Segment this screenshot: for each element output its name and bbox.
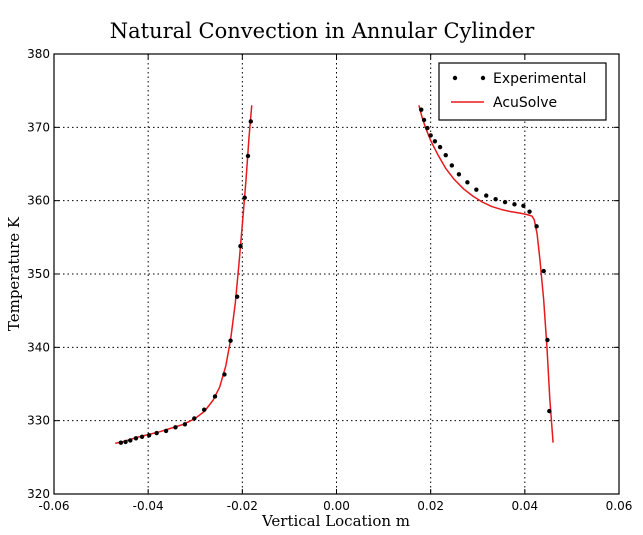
data-point-experimental [534,224,539,229]
data-point-experimental [222,372,227,377]
data-point-experimental [484,193,489,198]
x-tick-label: 0.02 [417,499,444,513]
data-point-experimental [527,209,532,214]
data-point-experimental [212,394,218,399]
y-tick-label: 340 [27,340,50,354]
y-tick-label: 320 [27,487,50,501]
data-point-experimental [202,407,207,412]
y-axis-label: Temperature K [5,216,23,331]
data-point-experimental [123,439,128,445]
legend-label-acusolve: AcuSolve [493,95,557,111]
data-point-experimental [173,425,178,430]
data-point-experimental [541,268,546,274]
data-point-experimental [428,133,433,138]
y-tick-label: 360 [27,194,50,208]
y-tick-label: 330 [27,414,50,428]
data-point-experimental [245,153,251,159]
data-point-experimental [182,422,188,427]
legend-entry-acusolve: AcuSolve [451,95,557,111]
legend-marker-experimental [452,75,458,81]
legend-box [438,62,607,121]
data-point-experimental [512,202,517,207]
data-point-experimental [228,338,233,343]
data-point-experimental [521,203,526,208]
data-point-experimental [242,195,247,200]
data-point-experimental [192,416,197,421]
y-tick-label: 380 [27,47,50,61]
y-tick-label: 350 [27,267,50,281]
legend: Experimental AcuSolve [438,62,607,121]
data-point-experimental [118,440,124,445]
series-line-acusolve [418,105,554,443]
data-point-experimental [493,197,498,202]
legend-entry-experimental: Experimental [452,71,586,87]
data-point-experimental [128,438,133,443]
data-point-experimental [154,430,159,436]
data-point-experimental [465,180,470,185]
data-point-experimental [248,119,254,124]
data-point-experimental [421,117,427,123]
y-tick-label: 370 [27,120,50,134]
data-point-experimental [234,294,240,299]
legend-marker-experimental [480,75,486,81]
data-point-experimental [545,337,550,343]
x-tick-label: -0.02 [227,499,258,513]
x-tick-label: 0.06 [606,499,633,513]
data-point-experimental [419,107,424,112]
x-tick-label: 0.00 [323,499,350,513]
data-point-experimental [474,187,479,192]
data-point-experimental [449,163,455,168]
data-point-experimental [425,125,430,131]
data-point-experimental [502,199,508,205]
series-layer [115,105,554,445]
legend-label-experimental: Experimental [493,71,586,87]
x-tick-label: -0.06 [38,499,69,513]
data-point-experimental [133,436,139,441]
data-point-experimental [547,408,552,414]
data-point-experimental [146,433,152,438]
x-tick-label: 0.04 [511,499,538,513]
data-point-experimental [456,172,462,177]
axis-ticks: -0.06 -0.04 -0.02 0.00 0.02 0.04 0.06 320 330 340… [27,47,632,513]
data-point-experimental [238,243,243,249]
data-point-experimental [443,153,448,158]
x-tick-label: -0.04 [133,499,164,513]
data-point-experimental [139,434,145,439]
data-point-experimental [432,139,438,144]
data-point-experimental [437,144,443,150]
chart-title: Natural Convection in Annular Cylinder [110,19,535,43]
x-axis-label: Vertical Location m [261,512,410,530]
data-point-experimental [163,428,169,434]
